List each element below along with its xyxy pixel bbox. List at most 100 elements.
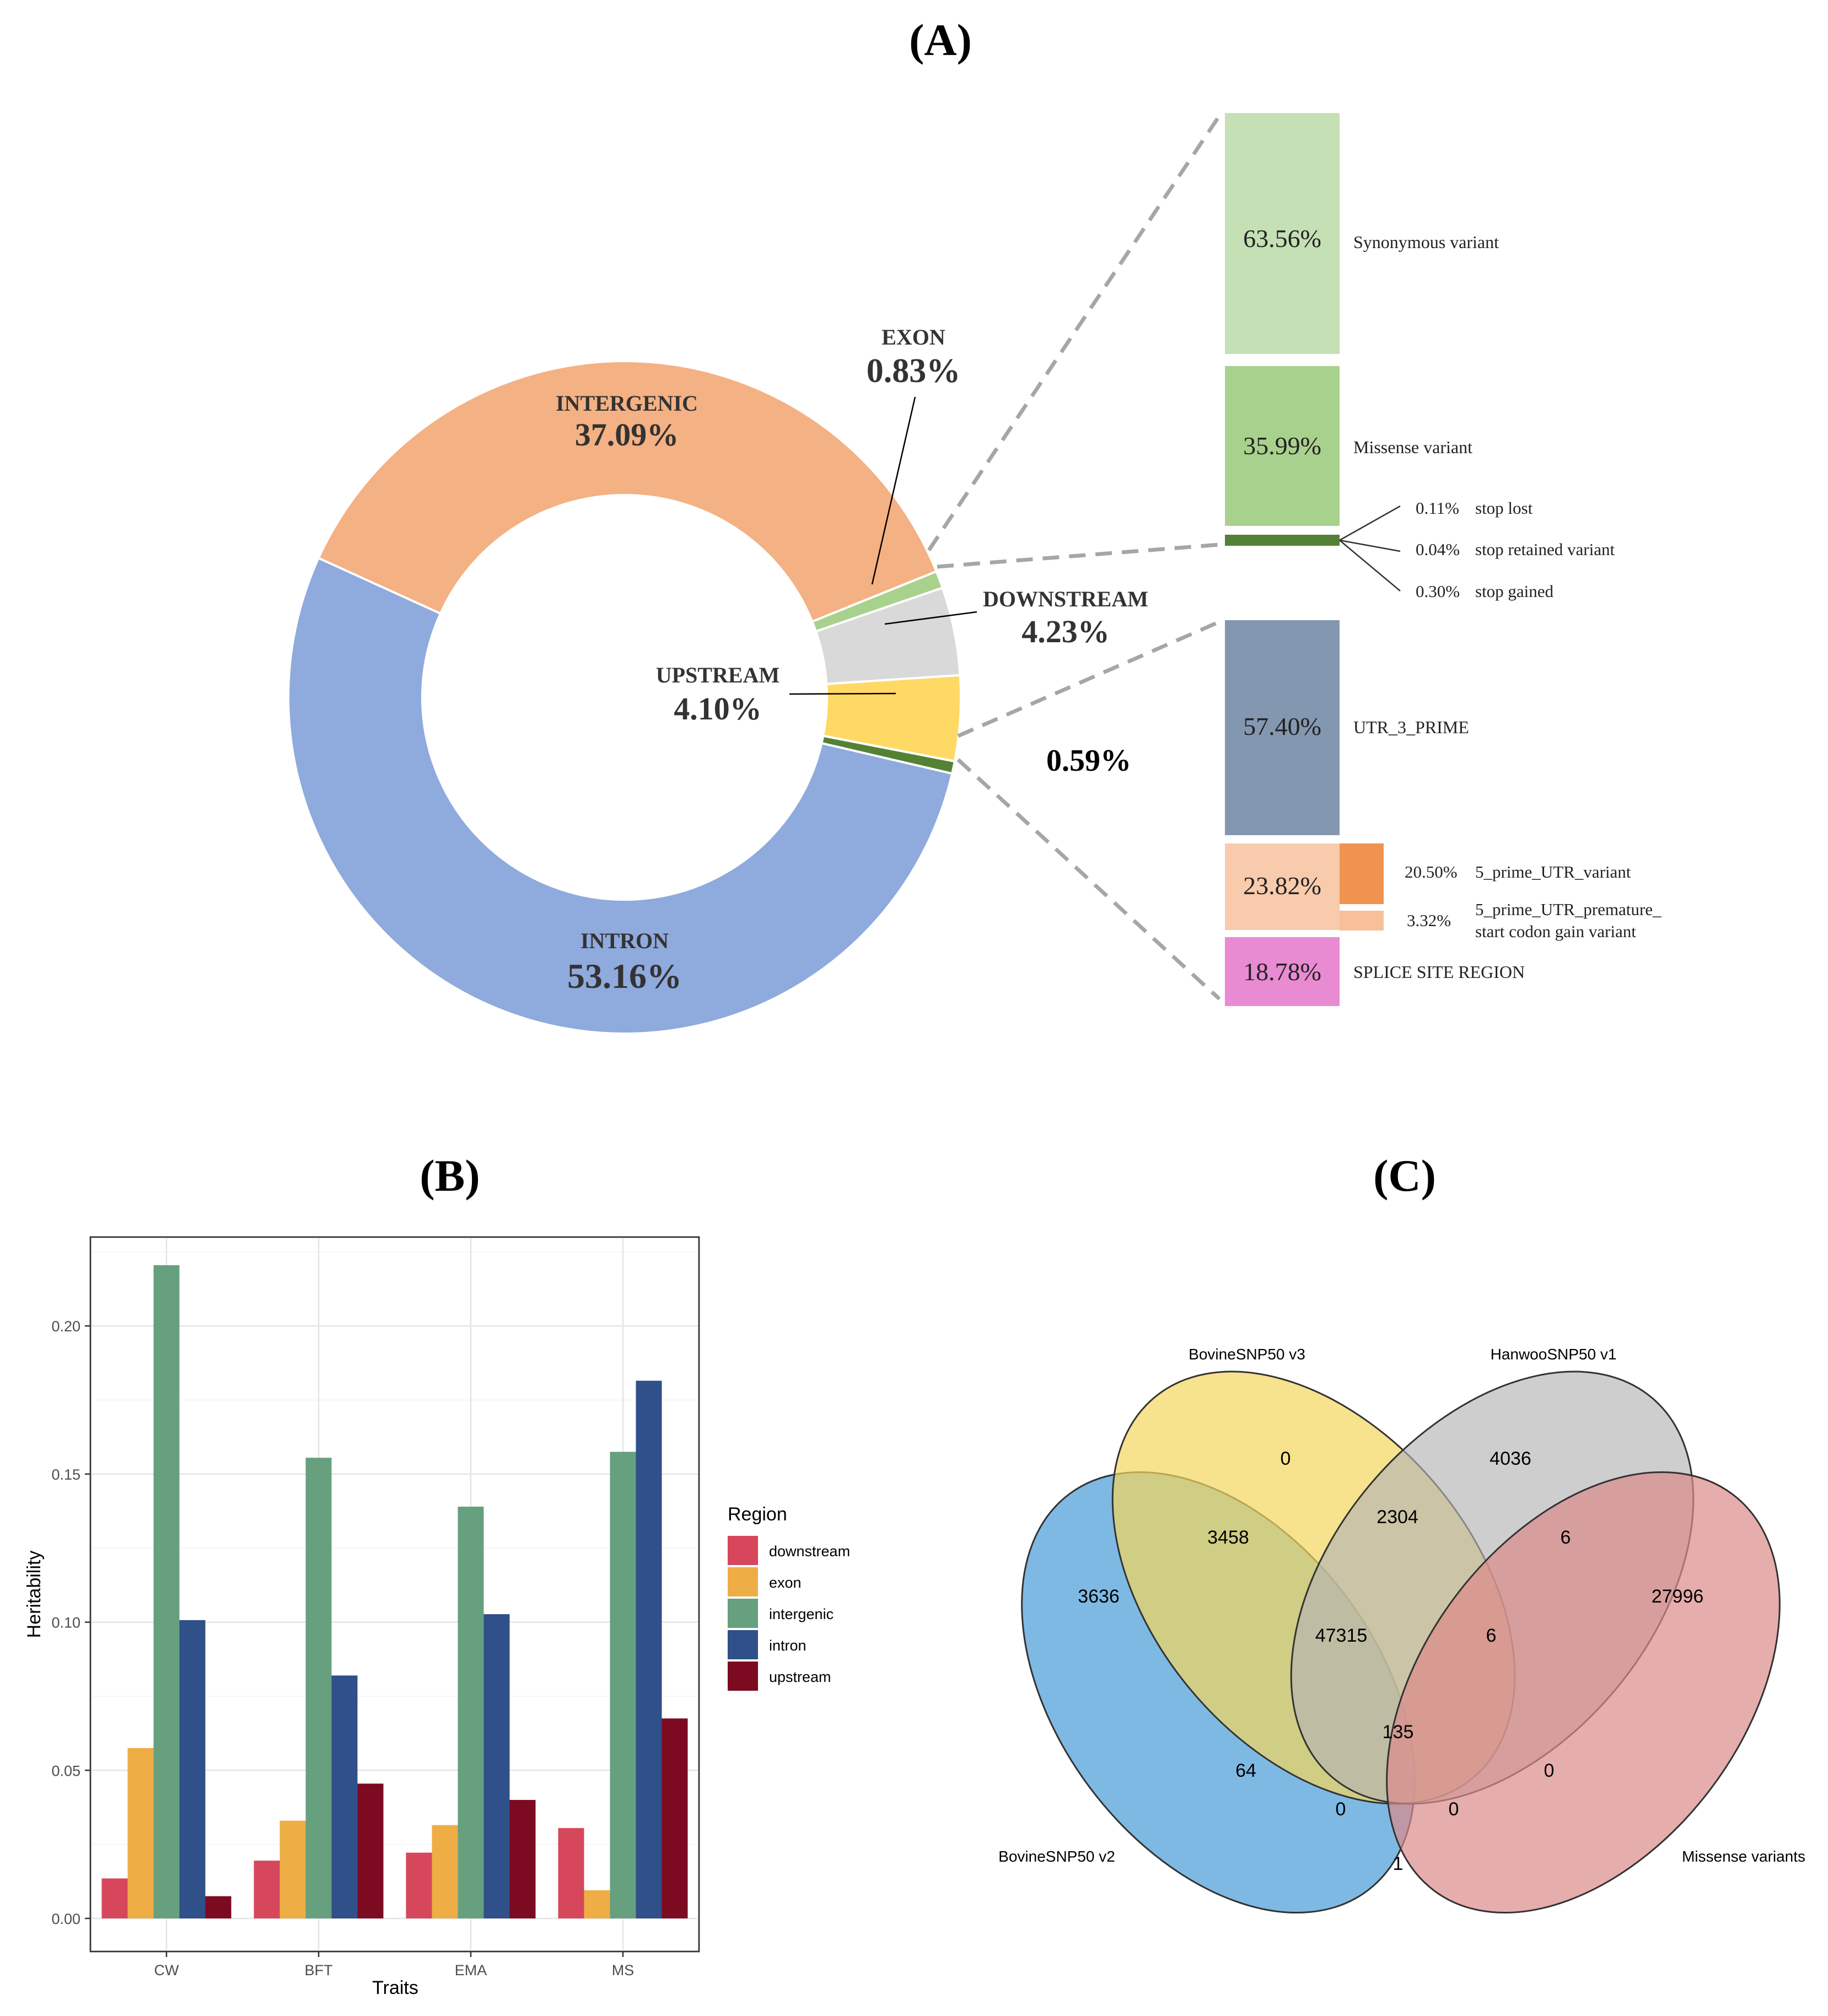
venn-count-missense-only: 27996 bbox=[1652, 1586, 1704, 1607]
legend-label-upstream: upstream bbox=[769, 1669, 831, 1685]
bar-cw-downstream bbox=[101, 1878, 128, 1918]
bar-cw-exon bbox=[127, 1748, 154, 1918]
legend-label-intron: intron bbox=[769, 1637, 807, 1654]
legend-swatch-intergenic bbox=[728, 1599, 758, 1628]
bar-ms-intron bbox=[636, 1380, 662, 1918]
bar-ema-intergenic bbox=[458, 1507, 484, 1918]
y-tick-label: 0.05 bbox=[51, 1762, 80, 1779]
bar-plot-border bbox=[89, 1236, 700, 1953]
x-axis-ticks: CW BFT EMA MS bbox=[154, 1952, 635, 1979]
bar-ms-downstream bbox=[558, 1828, 584, 1918]
missense-percent: 35.99% bbox=[1243, 432, 1321, 460]
venn-count-v3-only: 0 bbox=[1281, 1448, 1291, 1469]
panel-a-title: (A) bbox=[909, 15, 972, 65]
intron-label: INTRON bbox=[580, 928, 669, 953]
stop-fan-lines bbox=[1339, 505, 1401, 592]
bar-legend: downstream exon intergenic intron upstream bbox=[728, 1536, 850, 1691]
missense-label: Missense variant bbox=[1353, 437, 1472, 457]
legend-label-downstream: downstream bbox=[769, 1543, 850, 1560]
upstream-label: UPSTREAM bbox=[656, 663, 779, 687]
utr3-bar bbox=[1225, 620, 1340, 835]
stop-variants-bar bbox=[1225, 535, 1340, 546]
legend-swatch-intron bbox=[728, 1630, 758, 1659]
utr3-label: UTR_3_PRIME bbox=[1353, 717, 1469, 737]
venn-count-hanwoo-only: 4036 bbox=[1490, 1448, 1531, 1469]
utr5-variant-bar bbox=[1340, 843, 1384, 904]
panel-b-title: (B) bbox=[420, 1151, 480, 1201]
venn-label-hanwoo: HanwooSNP50 v1 bbox=[1491, 1346, 1617, 1363]
x-axis-title: Traits bbox=[372, 1977, 418, 1998]
y-tick-label: 0.00 bbox=[51, 1911, 80, 1927]
venn-count-v2-v3-missense: 0 bbox=[1449, 1799, 1459, 1820]
legend-label-exon: exon bbox=[769, 1574, 802, 1591]
venn-label-v2: BovineSNP50 v2 bbox=[998, 1848, 1115, 1865]
intergenic-value: 37.09% bbox=[575, 417, 679, 453]
connector-exon-bottom bbox=[937, 542, 1220, 569]
connector-small-bottom bbox=[956, 758, 1221, 1001]
bar-cw-intergenic bbox=[153, 1265, 180, 1918]
bar-bft-intergenic bbox=[305, 1458, 332, 1918]
bar-ema-downstream bbox=[406, 1852, 432, 1918]
venn-label-missense: Missense variants bbox=[1682, 1848, 1805, 1865]
bar-marks bbox=[101, 1265, 688, 1918]
venn-count-v3-missense: 0 bbox=[1544, 1760, 1555, 1781]
stop-gained-label: stop gained bbox=[1475, 582, 1554, 601]
splice-site-percent: 18.78% bbox=[1243, 958, 1321, 986]
upstream-leader-line bbox=[789, 692, 896, 695]
stop-lost-percent: 0.11% bbox=[1416, 498, 1459, 518]
bar-ema-intron bbox=[483, 1614, 510, 1918]
synonymous-label: Synonymous variant bbox=[1353, 232, 1499, 252]
venn-count-v2-hanwoo: 64 bbox=[1235, 1760, 1256, 1781]
breakdown-connectors bbox=[927, 115, 1221, 1001]
legend-label-intergenic: intergenic bbox=[769, 1606, 834, 1622]
x-tick-label-ms: MS bbox=[612, 1962, 635, 1979]
bar-ms-intergenic bbox=[610, 1451, 636, 1918]
stop-retained-line bbox=[1339, 539, 1401, 552]
venn-count-v2-v3: 3458 bbox=[1207, 1527, 1249, 1548]
connector-small-top bbox=[957, 620, 1221, 738]
stop-lost-line bbox=[1339, 505, 1401, 541]
venn-count-v3-hanwoo-missense: 6 bbox=[1486, 1625, 1497, 1646]
bar-bft-upstream bbox=[357, 1783, 384, 1918]
venn-count-all-four: 135 bbox=[1383, 1722, 1414, 1743]
utr5-premature-percent: 3.32% bbox=[1407, 911, 1451, 930]
donut-slice-intron bbox=[287, 556, 954, 1035]
panel-c: (C) 3636 0 4036 27996 3458 2304 6 47315 … bbox=[998, 1151, 1805, 1914]
synonymous-bar bbox=[1225, 113, 1340, 354]
bar-bft-intron bbox=[331, 1675, 358, 1918]
connector-exon-top bbox=[927, 115, 1221, 551]
intergenic-label: INTERGENIC bbox=[556, 391, 698, 416]
utr5-variant-percent: 20.50% bbox=[1405, 862, 1458, 881]
legend-swatch-exon bbox=[728, 1567, 758, 1596]
legend-swatch-upstream bbox=[728, 1662, 758, 1691]
venn-count-v2-missense: 1 bbox=[1393, 1853, 1404, 1874]
stop-lost-label: stop lost bbox=[1475, 498, 1533, 518]
legend-swatch-downstream bbox=[728, 1536, 758, 1565]
donut-slice-intergenic bbox=[317, 360, 938, 623]
utr3-percent: 57.40% bbox=[1243, 712, 1321, 740]
stop-gained-line bbox=[1339, 540, 1401, 592]
splice-site-label: SPLICE SITE REGION bbox=[1353, 962, 1525, 982]
venn-label-v3: BovineSNP50 v3 bbox=[1189, 1346, 1305, 1363]
exon-leader-line bbox=[871, 396, 916, 585]
stop-retained-percent: 0.04% bbox=[1416, 540, 1460, 559]
utr5-premature-label-line1: 5_prime_UTR_premature_ bbox=[1475, 900, 1662, 919]
intron-value: 53.16% bbox=[567, 956, 682, 996]
utr5-premature-bar bbox=[1340, 911, 1384, 931]
synonymous-percent: 63.56% bbox=[1243, 224, 1321, 252]
venn-count-v3-hanwoo: 2304 bbox=[1377, 1507, 1418, 1528]
small-regions-value: 0.59% bbox=[1046, 744, 1131, 778]
bar-bft-downstream bbox=[254, 1861, 280, 1918]
y-tick-label: 0.10 bbox=[51, 1615, 80, 1631]
x-tick-label-ema: EMA bbox=[455, 1962, 487, 1979]
bar-ema-exon bbox=[432, 1825, 458, 1918]
donut-leader-lines bbox=[789, 396, 977, 695]
downstream-value: 4.23% bbox=[1021, 614, 1110, 649]
upstream-value: 4.10% bbox=[674, 691, 762, 727]
utr5-variant-label: 5_prime_UTR_variant bbox=[1475, 862, 1631, 881]
x-tick-label-bft: BFT bbox=[305, 1962, 333, 1979]
splice-site-bar bbox=[1225, 937, 1340, 1006]
stop-gained-percent: 0.30% bbox=[1416, 582, 1460, 601]
venn-count-hanwoo-missense: 6 bbox=[1561, 1527, 1571, 1548]
